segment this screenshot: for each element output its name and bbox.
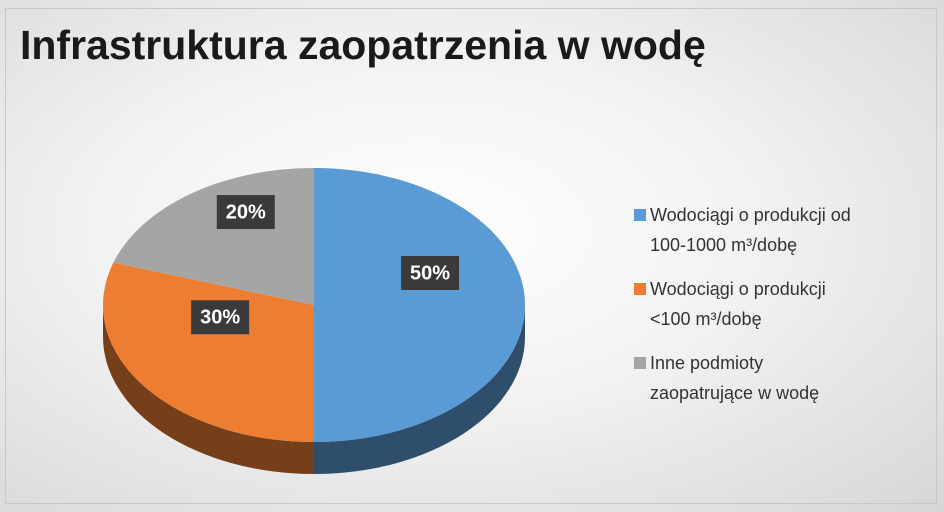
data-label: 50% xyxy=(410,262,450,284)
data-label-box xyxy=(216,195,275,230)
data-label-box xyxy=(401,256,460,290)
slice-side xyxy=(103,305,314,474)
data-label: 30% xyxy=(200,307,240,329)
legend-swatch xyxy=(634,209,646,221)
legend-label: Wodociągi o produkcji <100 m³/dobę xyxy=(650,279,826,329)
legend-swatch xyxy=(634,283,646,295)
slice xyxy=(314,168,525,442)
data-label: 20% xyxy=(226,201,266,223)
legend-label: Inne podmioty zaopatrujące w wodę xyxy=(650,353,820,403)
legend-item: Wodociągi o produkcji <100 m³/dobę xyxy=(634,274,865,334)
frame xyxy=(5,8,937,504)
slice xyxy=(102,262,314,442)
legend-item: Wodociągi o produkcji od 100-1000 m³/dob… xyxy=(634,200,865,260)
legend: Wodociągi o produkcji od 100-1000 m³/dob… xyxy=(634,200,865,422)
chart-title: Infrastruktura zaopatrzenia w wodę xyxy=(20,22,706,68)
slice-side xyxy=(314,305,525,474)
legend-swatch xyxy=(634,357,646,369)
legend-item: Inne podmioty zaopatrujące w wodę xyxy=(634,348,865,408)
legend-label: Wodociągi o produkcji od 100-1000 m³/dob… xyxy=(650,205,851,255)
data-label-box xyxy=(191,300,250,335)
